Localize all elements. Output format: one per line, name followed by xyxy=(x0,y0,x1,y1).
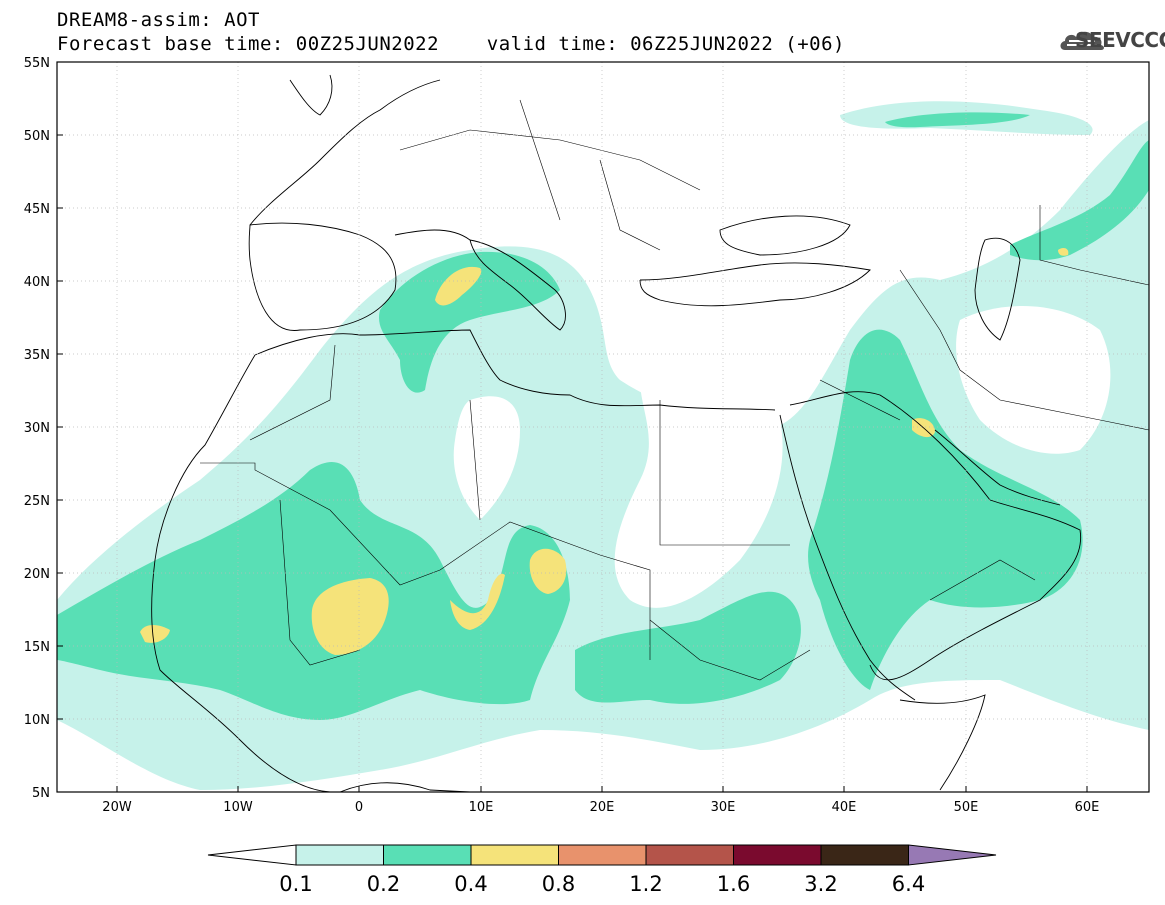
lon-label: 30E xyxy=(711,800,736,815)
colorbar-label: 1.6 xyxy=(717,872,750,896)
lon-label: 0 xyxy=(355,800,363,815)
colorbar-swatch xyxy=(558,844,647,866)
aot-high-mali xyxy=(311,578,389,655)
colorbar xyxy=(207,844,997,866)
colorbar-swatch xyxy=(820,844,909,866)
border-mali xyxy=(279,499,361,666)
coast-horn-africa xyxy=(899,694,986,791)
aot-clear-balkans xyxy=(586,156,771,284)
lon-label: 60E xyxy=(1075,800,1100,815)
lat-label: 20N xyxy=(24,567,50,582)
aot-high-chad xyxy=(529,548,567,594)
border-iran xyxy=(899,269,1149,431)
lat-label: 45N xyxy=(24,202,50,217)
coast-italy xyxy=(469,239,566,331)
colorbar-swatch xyxy=(383,844,472,866)
coast-iberia xyxy=(248,222,397,331)
colorbar-label: 0.8 xyxy=(542,872,575,896)
borders xyxy=(200,99,1149,681)
lon-labels: 20W 10W 0 10E 20E 30E 40E 50E 60E xyxy=(102,800,1099,815)
aot-high-kazakh xyxy=(1058,247,1069,256)
aot-clear-egypt xyxy=(614,376,783,608)
border-europe-2 xyxy=(519,99,661,251)
aot-clear-libya xyxy=(453,396,520,520)
lon-label: 10E xyxy=(469,800,494,815)
aot-mid-sudan xyxy=(575,591,801,704)
coast-europe xyxy=(249,79,471,241)
coast-west-africa xyxy=(151,354,331,792)
aot-mid-caspian-n xyxy=(885,112,1030,128)
lat-label: 40N xyxy=(24,275,50,290)
colorbar-right-arrow xyxy=(908,844,997,866)
aot-mid-sahel xyxy=(57,461,570,720)
aot-high-sardinia xyxy=(435,266,482,306)
aot-field xyxy=(57,101,1149,790)
aot-high-niger xyxy=(450,573,505,630)
colorbar-swatch xyxy=(733,844,822,866)
colorbar-label: 0.1 xyxy=(279,872,312,896)
colorbar-left-arrow xyxy=(207,844,297,866)
aot-clear-iran xyxy=(956,306,1111,454)
coast-red-sea xyxy=(779,414,916,701)
logo-text: SEEVCCC xyxy=(1075,28,1165,52)
lat-label: 25N xyxy=(24,494,50,509)
border-europe-1 xyxy=(399,129,701,191)
coast-persian-gulf xyxy=(934,429,1061,506)
ticks xyxy=(57,134,1088,792)
gridlines xyxy=(57,62,1149,792)
lon-label: 10W xyxy=(223,800,253,815)
lon-label: 20E xyxy=(590,800,615,815)
lon-label: 40E xyxy=(832,800,857,815)
coast-arabia xyxy=(789,391,1082,681)
aot-mid-kazakh xyxy=(1010,140,1149,261)
lat-label: 5N xyxy=(32,786,50,801)
coast-britain xyxy=(289,74,333,116)
aot-mid-sardinia xyxy=(379,251,560,393)
map-title: DREAM8-assim: AOT xyxy=(57,9,260,31)
lat-labels: 55N 50N 45N 40N 35N 30N 25N 20N 15N 10N … xyxy=(24,56,50,801)
border-niger xyxy=(439,521,651,660)
lat-label: 55N xyxy=(24,56,50,71)
colorbar-labels: 0.1 0.2 0.4 0.8 1.2 1.6 3.2 6.4 xyxy=(279,872,925,896)
lat-label: 50N xyxy=(24,129,50,144)
border-libya xyxy=(469,399,790,546)
colorbar-label: 1.2 xyxy=(629,872,662,896)
coast-caspian xyxy=(974,237,1021,341)
coast-turkey xyxy=(639,262,871,307)
border-algeria xyxy=(249,344,336,441)
map-subtitle: Forecast base time: 00Z25JUN2022 valid t… xyxy=(57,33,845,55)
aot-high-senegal xyxy=(140,625,170,643)
border-sudan xyxy=(649,619,811,681)
lat-label: 15N xyxy=(24,640,50,655)
coast-gulf-guinea xyxy=(339,782,471,792)
colorbar-label: 0.2 xyxy=(367,872,400,896)
colorbar-label: 0.4 xyxy=(454,872,487,896)
colorbar-label: 6.4 xyxy=(892,872,925,896)
cloud-icon xyxy=(1060,31,1104,50)
lon-label: 20W xyxy=(102,800,132,815)
lat-label: 10N xyxy=(24,713,50,728)
border-saudi xyxy=(819,379,1036,601)
aot-mid-arabia xyxy=(808,329,1083,690)
lat-label: 30N xyxy=(24,421,50,436)
colorbar-swatch xyxy=(645,844,734,866)
colorbar-label: 3.2 xyxy=(804,872,837,896)
border-kazakh xyxy=(1039,205,1149,286)
border-mauritania xyxy=(200,462,441,586)
colorbar-swatch xyxy=(470,844,559,866)
coast-black-sea xyxy=(719,215,851,256)
lat-label: 35N xyxy=(24,348,50,363)
lon-label: 50E xyxy=(954,800,979,815)
colorbar-swatch xyxy=(295,844,384,866)
